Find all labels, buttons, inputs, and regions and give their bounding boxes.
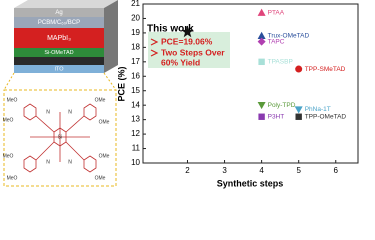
point-label: Trux-OMeTAD: [268, 33, 310, 40]
point-label: TPASBP: [268, 59, 293, 66]
point: [257, 101, 266, 110]
y-tick-label: 18: [131, 42, 140, 51]
molecule-label: OMe: [95, 97, 106, 103]
molecule-label: Si: [58, 134, 62, 140]
point: [258, 113, 265, 120]
y-tick-label: 11: [132, 144, 141, 153]
y-tick-label: 13: [131, 115, 140, 124]
molecule-label: MeO: [3, 153, 14, 159]
point: [257, 37, 266, 46]
device-stack: Ag PCBM/C₆₀/BCP MAPbI₃ Si-OMeTAD ITO MeO…: [3, 0, 118, 187]
molecule-label: MeO: [3, 117, 14, 123]
plot-frame: [142, 3, 359, 164]
y-tick-label: 15: [131, 86, 140, 95]
y-tick-label: 16: [131, 71, 140, 80]
y-tick-label: 21: [131, 0, 140, 8]
molecule-label: OMe: [95, 175, 106, 181]
point-label: TAPC: [268, 38, 285, 45]
figure: Ag PCBM/C₆₀/BCP MAPbI₃ Si-OMeTAD ITO MeO…: [3, 0, 359, 188]
layer: [14, 48, 104, 57]
molecule-label: MeO: [7, 97, 18, 103]
layer-label: PCBM/C₆₀/BCP: [38, 20, 80, 26]
layer-label: ITO: [54, 66, 64, 72]
layer: [14, 28, 104, 48]
y-tick-label: 12: [131, 129, 140, 138]
layer-label: MAPbI₃: [47, 35, 71, 42]
molecule-labels: MeO OMe MeO OMe N N Si N N MeO OMe MeO OMe: [3, 97, 110, 181]
y-tick-label: 20: [131, 14, 140, 23]
layer-top: [14, 0, 118, 8]
y-tick-label: 17: [131, 57, 140, 66]
point: [257, 8, 266, 16]
x-tick-label: 5: [296, 166, 301, 175]
point-label: P3HT: [268, 113, 285, 120]
point: [295, 65, 303, 73]
molecule: [23, 103, 97, 173]
callout: [103, 72, 117, 91]
annotation: Two Steps Over: [161, 47, 225, 57]
molecule-box: [3, 89, 117, 187]
layer-label: Si-OMeTAD: [44, 50, 73, 56]
arrow-icon: [150, 38, 159, 57]
x-axis-label: Synthetic steps: [217, 178, 284, 188]
layer: [14, 65, 104, 73]
point-label: PhNa-1T: [305, 106, 331, 113]
molecule-label: N: [46, 159, 50, 165]
annotation: This work: [147, 24, 194, 35]
molecule-label: N: [68, 159, 72, 165]
layer: [14, 17, 104, 28]
y-tick-label: 19: [131, 28, 140, 37]
chart: This work PCE=19.06% Two Steps Over 60% …: [116, 0, 359, 188]
x-tick-label: 2: [185, 166, 190, 175]
y-tick-label: 10: [131, 158, 140, 167]
layer-side: [104, 0, 118, 73]
x-tick-label: 4: [259, 166, 264, 175]
y-axis-label: PCE (%): [116, 66, 126, 101]
point-label: TPP-OMeTAD: [305, 113, 347, 120]
x-tick-label: 6: [334, 166, 339, 175]
molecule-label: OMe: [99, 153, 110, 159]
layer: [14, 57, 104, 65]
point: [181, 25, 194, 38]
point-label: TPP-SMeTAD: [305, 66, 346, 73]
callout: [3, 72, 15, 91]
annotation-box: [148, 32, 230, 68]
point: [294, 106, 303, 114]
point: [258, 58, 265, 66]
molecule-label: MeO: [7, 175, 18, 181]
annotation: PCE=19.06%: [161, 36, 213, 46]
point-label: Poly-TPD: [268, 102, 296, 109]
molecule-label: OMe: [99, 119, 110, 125]
x-tick-label: 3: [222, 166, 227, 175]
point: [257, 31, 266, 39]
layer: [14, 8, 104, 17]
molecule-label: N: [46, 109, 50, 115]
layer-label: Ag: [55, 10, 62, 16]
annotation: 60% Yield: [161, 57, 200, 67]
y-tick-label: 14: [131, 100, 140, 109]
point-label: PTAA: [268, 9, 285, 16]
molecule-label: N: [68, 109, 72, 115]
point: [295, 113, 302, 120]
